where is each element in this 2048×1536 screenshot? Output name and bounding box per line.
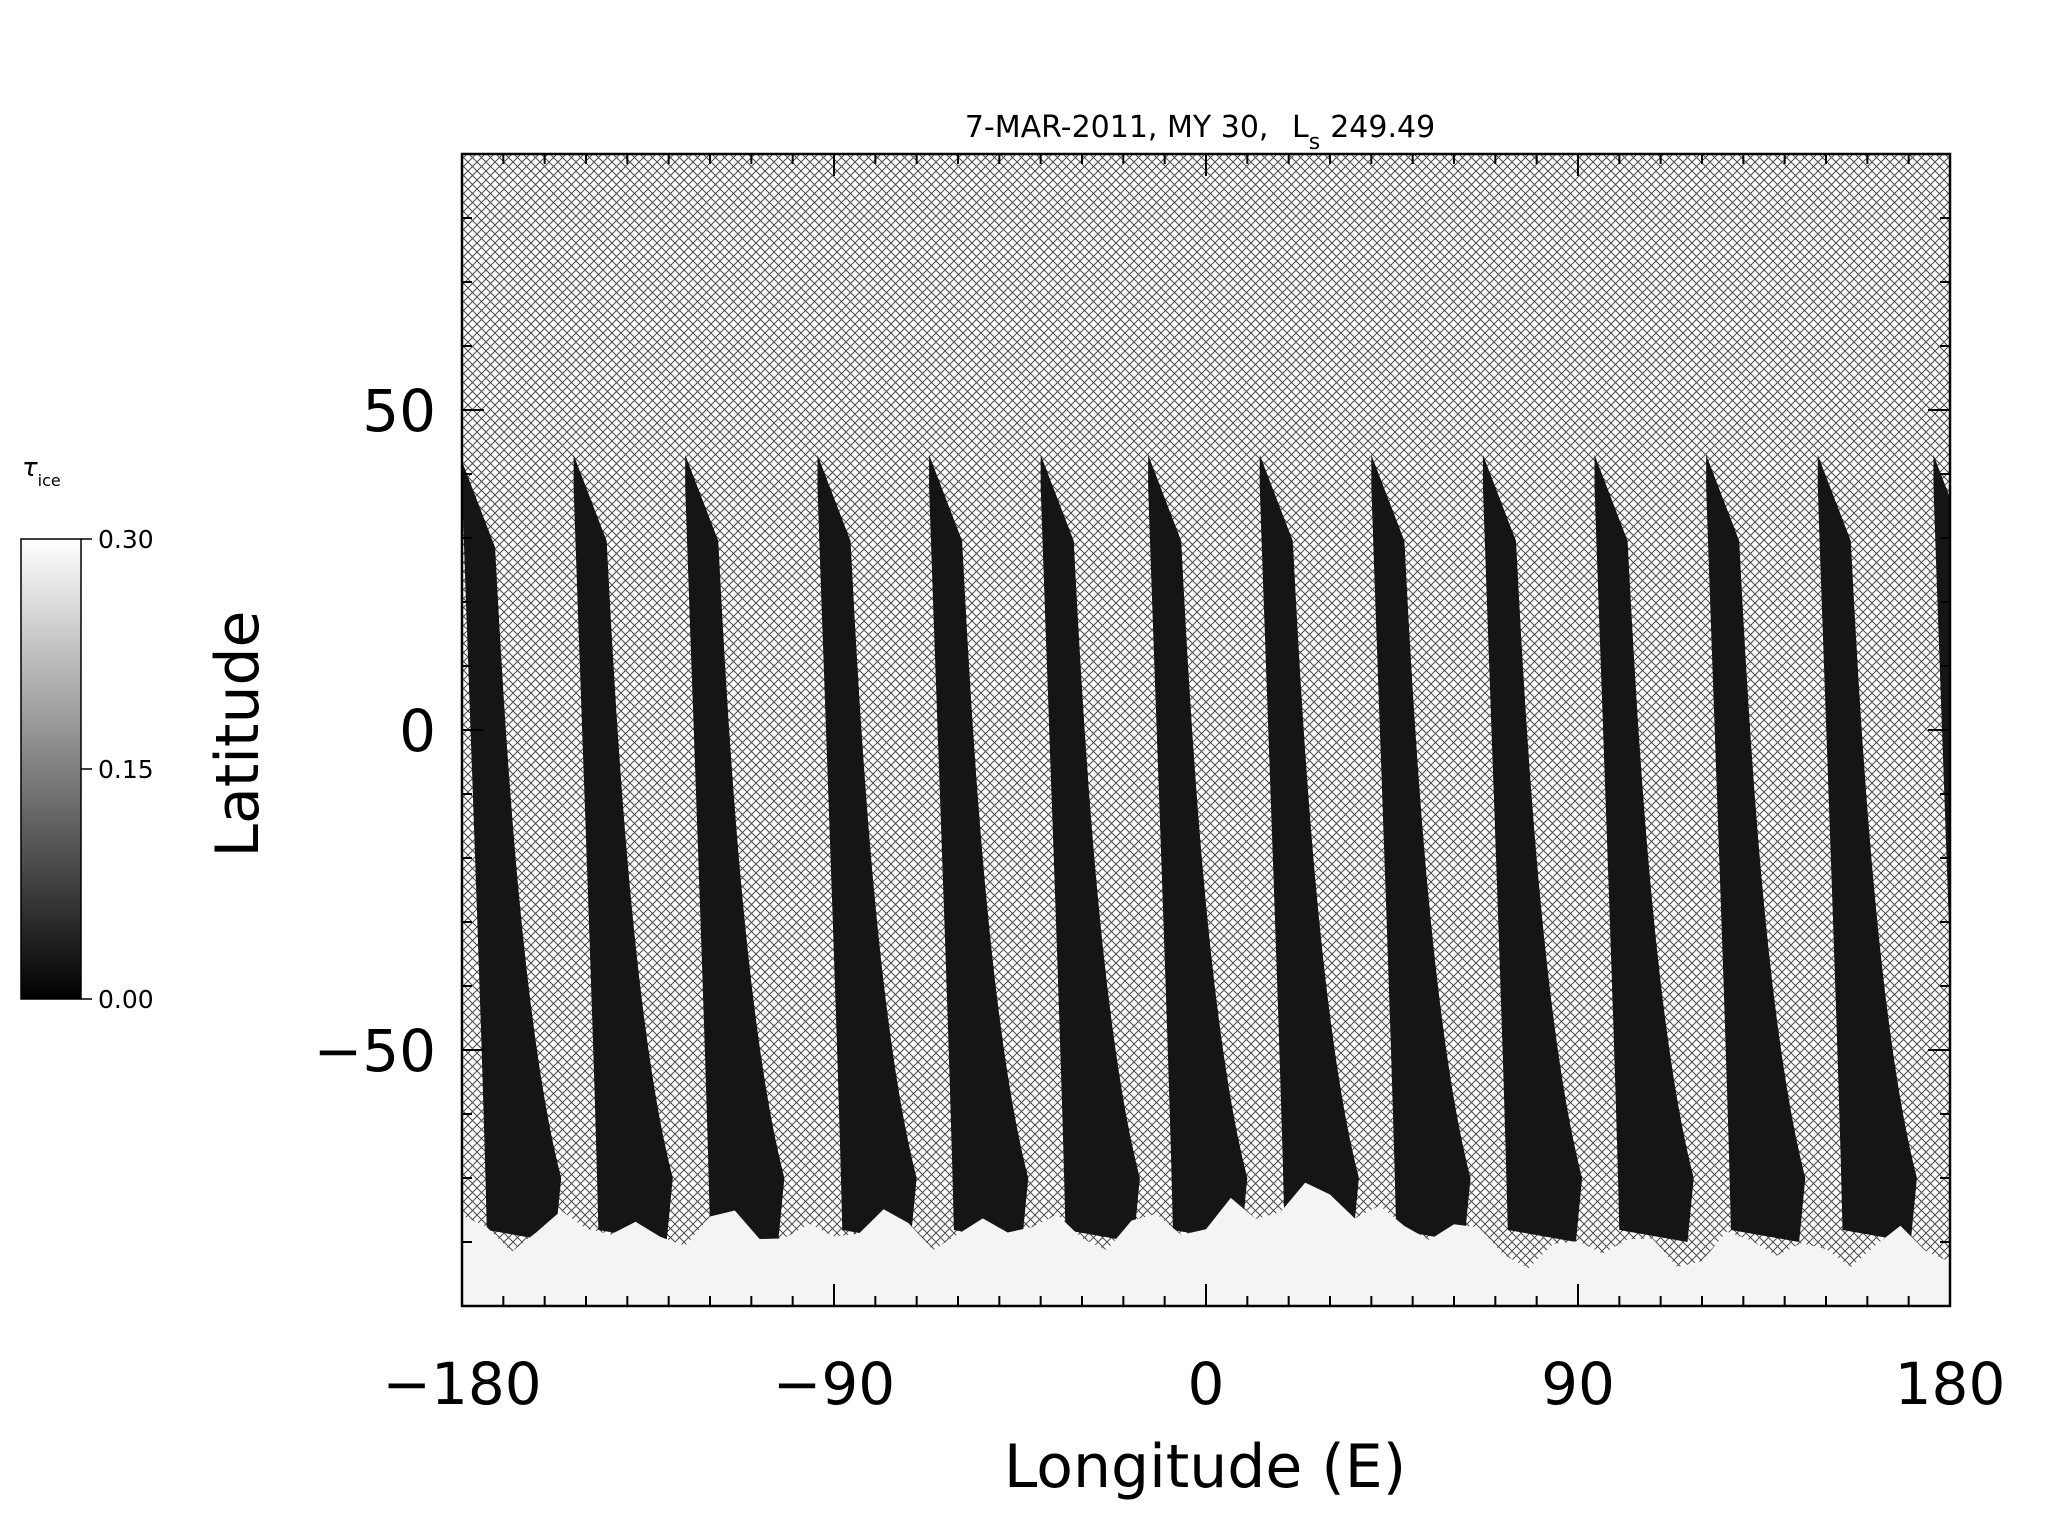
swath-strip bbox=[573, 454, 673, 1242]
swath-strip bbox=[1817, 454, 1917, 1242]
swath-strip bbox=[817, 454, 917, 1242]
swath-strip bbox=[1040, 454, 1140, 1242]
polar-ice-region bbox=[462, 1182, 1950, 1306]
x-tick-label: 0 bbox=[1188, 1350, 1225, 1418]
swath-strip bbox=[1371, 454, 1471, 1242]
swath-strip bbox=[929, 454, 1029, 1242]
y-axis-label: Latitude bbox=[203, 611, 273, 858]
swath-strip bbox=[1706, 454, 1806, 1242]
x-tick-label: 90 bbox=[1541, 1350, 1615, 1418]
swath-strip bbox=[462, 461, 562, 1242]
colorbar-tick-label: 0.30 bbox=[98, 525, 154, 554]
colorbar-tick-label: 0.15 bbox=[98, 755, 154, 784]
colorbar-label-subscript: ice bbox=[38, 471, 61, 490]
swath-strip bbox=[1933, 454, 1950, 957]
x-axis-label: Longitude (E) bbox=[1004, 1432, 1406, 1502]
chart-title-ls-value: 249.49 bbox=[1330, 110, 1435, 145]
swath-strip bbox=[1259, 454, 1359, 1242]
colorbar-label-symbol: τ bbox=[22, 453, 38, 483]
chart-title-ls-symbol: L bbox=[1292, 110, 1309, 145]
x-tick-label: 180 bbox=[1895, 1350, 2006, 1418]
chart-title: 7-MAR-2011, MY 30, Ls 249.49 bbox=[965, 110, 1435, 155]
swath-strip bbox=[1148, 454, 1248, 1242]
x-tick-label: −180 bbox=[382, 1350, 541, 1418]
y-tick-label: 0 bbox=[399, 697, 436, 765]
y-tick-label: 50 bbox=[362, 377, 436, 445]
x-tick-label: −90 bbox=[773, 1350, 895, 1418]
swath-strip bbox=[1482, 454, 1583, 1242]
axis-ticks: −180 −90 0 90 180 50 0 −50 bbox=[314, 153, 2006, 1418]
chart-title-ls-subscript: s bbox=[1309, 130, 1320, 155]
swath-layer bbox=[462, 454, 1950, 1242]
colorbar-ticks: 0.30 0.15 0.00 bbox=[81, 525, 154, 1014]
colorbar-gradient bbox=[20, 538, 82, 1000]
swath-strip bbox=[685, 454, 785, 1242]
chart-title-date: 7-MAR-2011, MY 30, bbox=[965, 110, 1269, 145]
plot-area bbox=[462, 154, 1950, 1306]
colorbar-label: τice bbox=[22, 453, 61, 490]
colorbar-tick-label: 0.00 bbox=[98, 985, 154, 1014]
colorbar: τice 0.30 0.15 0.00 bbox=[20, 453, 154, 1014]
swath-strip bbox=[1594, 454, 1694, 1242]
y-tick-label: −50 bbox=[314, 1017, 436, 1085]
